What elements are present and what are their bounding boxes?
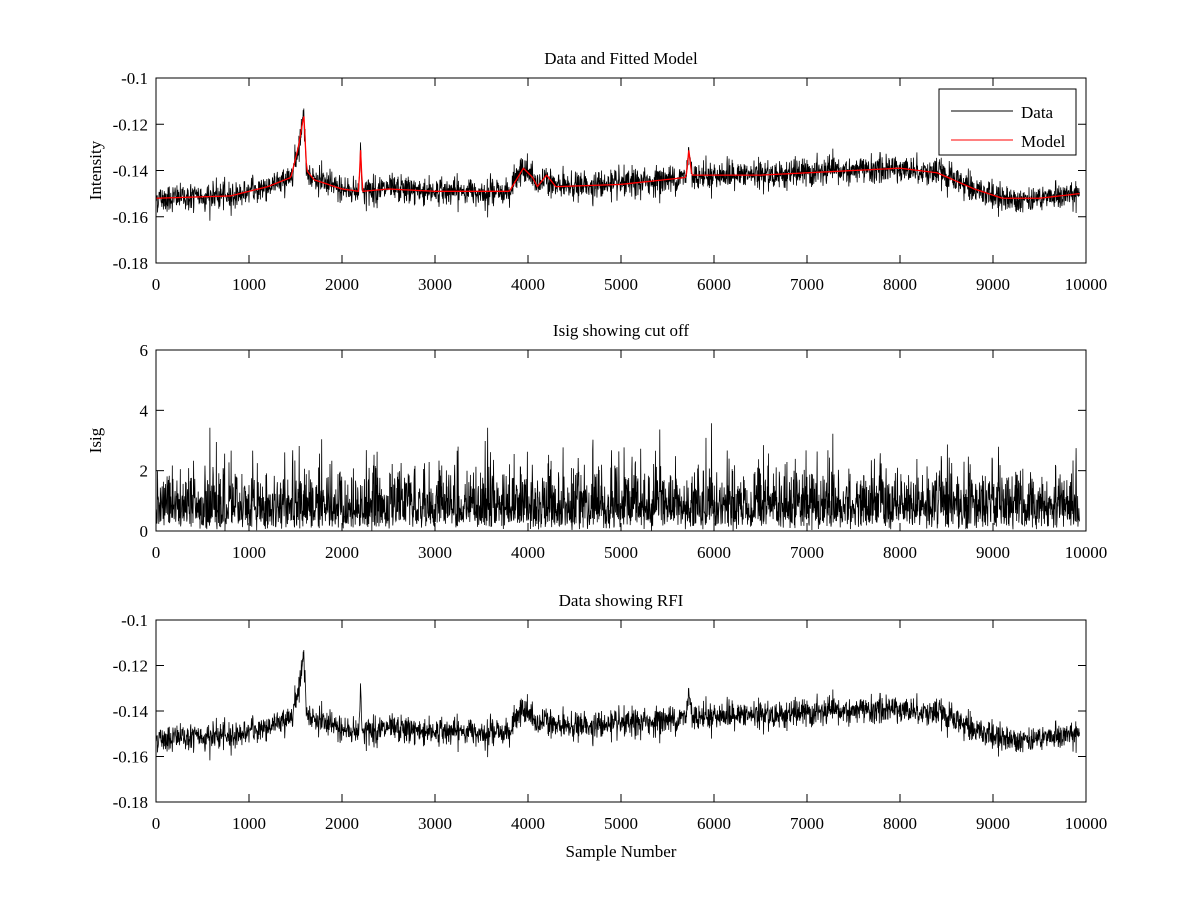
x-tick-label: 5000 <box>604 275 638 294</box>
subplot-1: 0 1000 2000 3000 4000 5000 6000 7000 8000 9000 100… <box>86 49 1107 294</box>
x-tick-label: 9000 <box>976 814 1010 833</box>
y-tick-label: -0.18 <box>113 793 148 812</box>
legend-label: Model <box>1021 132 1066 151</box>
x-tick-label: 8000 <box>883 543 917 562</box>
x-tick-label: 4000 <box>511 814 545 833</box>
series-line-model <box>155 116 1080 199</box>
y-tick-label: -0.1 <box>121 69 148 88</box>
legend: Data Model <box>938 88 1077 156</box>
x-tick-label: 3000 <box>418 543 452 562</box>
x-tick-label: 5000 <box>604 543 638 562</box>
x-tick-label: 2000 <box>325 814 359 833</box>
x-tick-label: 9000 <box>976 543 1010 562</box>
y-axis-label: Intensity <box>86 140 105 200</box>
subplot-3: 0 1000 2000 3000 4000 5000 6000 7000 8000 9000 100… <box>113 591 1108 861</box>
x-tick-label: 0 <box>152 543 161 562</box>
x-tick-label: 10000 <box>1065 543 1108 562</box>
x-tick-label: 8000 <box>883 814 917 833</box>
x-tick-label: 6000 <box>697 543 731 562</box>
y-axis-label: Isig <box>86 427 105 453</box>
legend-box <box>938 88 1077 156</box>
x-axis-label: Sample Number <box>566 842 677 861</box>
x-tick-label: 5000 <box>604 814 638 833</box>
x-tick-label: 6000 <box>697 275 731 294</box>
x-tick-label: 1000 <box>232 814 266 833</box>
x-tick-label: 3000 <box>418 814 452 833</box>
x-tick-label: 3000 <box>418 275 452 294</box>
x-tick-label: 2000 <box>325 275 359 294</box>
y-tick-label: -0.16 <box>113 748 148 767</box>
y-tick-label: 0 <box>140 522 149 541</box>
y-tick-label: -0.12 <box>113 657 148 676</box>
x-tick-label: 1000 <box>232 543 266 562</box>
y-tick-label: 6 <box>140 341 149 360</box>
y-tick-label: 4 <box>140 401 149 420</box>
x-tick-label: 4000 <box>511 543 545 562</box>
x-tick-label: 10000 <box>1065 814 1108 833</box>
x-tick-label: 7000 <box>790 543 824 562</box>
y-tick-label: -0.18 <box>113 254 148 273</box>
x-tick-label: 7000 <box>790 275 824 294</box>
x-tick-label: 2000 <box>325 543 359 562</box>
series-line-data <box>155 649 1080 761</box>
y-tick-label: 2 <box>140 462 149 481</box>
series-line-data <box>155 108 1080 221</box>
y-tick-label: -0.12 <box>113 115 148 134</box>
x-tick-label: 9000 <box>976 275 1010 294</box>
y-tick-label: -0.16 <box>113 208 148 227</box>
subplot-2: 0 1000 2000 3000 4000 5000 6000 7000 8000 9000 100… <box>86 321 1107 562</box>
x-tick-label: 0 <box>152 275 161 294</box>
x-tick-label: 1000 <box>232 275 266 294</box>
axes-box <box>155 619 1087 803</box>
x-tick-label: 4000 <box>511 275 545 294</box>
chart-title: Data and Fitted Model <box>544 49 698 68</box>
x-tick-label: 8000 <box>883 275 917 294</box>
x-tick-label: 10000 <box>1065 275 1108 294</box>
chart-title: Data showing RFI <box>559 591 684 610</box>
series-line-isig <box>155 423 1080 531</box>
chart-title: Isig showing cut off <box>553 321 689 340</box>
x-tick-label: 6000 <box>697 814 731 833</box>
y-tick-label: -0.1 <box>121 611 148 630</box>
x-tick-label: 7000 <box>790 814 824 833</box>
legend-label: Data <box>1021 103 1054 122</box>
y-tick-label: -0.14 <box>113 702 149 721</box>
y-tick-label: -0.14 <box>113 162 149 181</box>
x-tick-label: 0 <box>152 814 161 833</box>
